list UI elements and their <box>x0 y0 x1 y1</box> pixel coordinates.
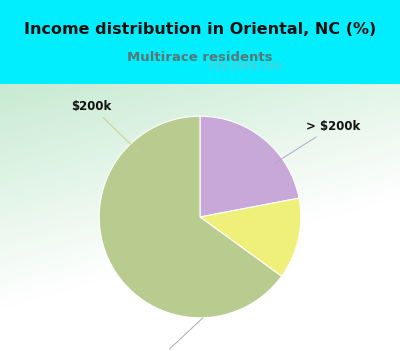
Wedge shape <box>200 198 301 276</box>
Text: Multirace residents: Multirace residents <box>127 51 273 64</box>
Text: City-Data.com: City-Data.com <box>208 61 282 71</box>
Text: $40k: $40k <box>142 318 203 350</box>
Text: $200k: $200k <box>71 100 140 153</box>
Wedge shape <box>99 116 282 318</box>
Wedge shape <box>200 116 299 217</box>
Text: > $200k: > $200k <box>275 120 360 163</box>
Text: Income distribution in Oriental, NC (%): Income distribution in Oriental, NC (%) <box>24 22 376 37</box>
